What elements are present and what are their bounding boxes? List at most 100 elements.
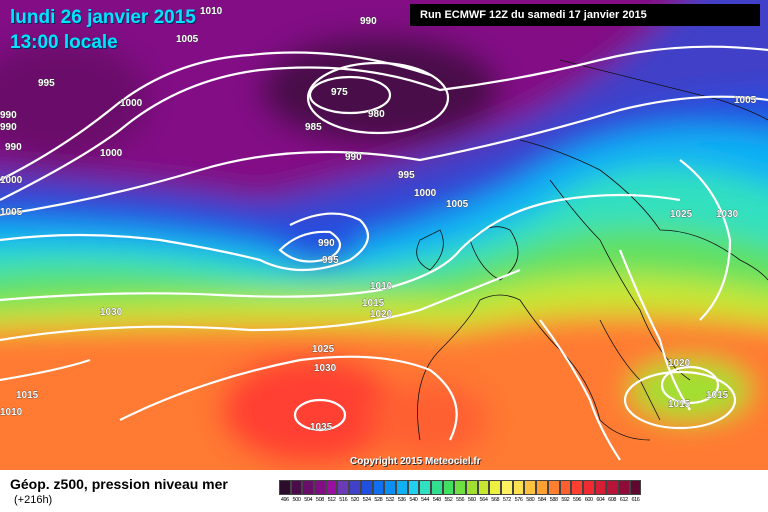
scale-cell: 520 <box>349 480 361 508</box>
scale-swatch <box>279 480 291 495</box>
scale-swatch <box>571 480 583 495</box>
scale-swatch <box>384 480 396 495</box>
isobar-label: 995 <box>38 78 55 89</box>
forecast-lead-time: (+216h) <box>14 494 53 506</box>
scale-swatch <box>349 480 361 495</box>
isobar-label: 1015 <box>706 390 729 401</box>
isobar-label: 1035 <box>310 422 333 433</box>
scale-swatch <box>372 480 385 495</box>
isobar-label: 990 <box>360 16 377 27</box>
scale-swatch <box>430 480 443 495</box>
isobar-label: 1005 <box>176 34 199 45</box>
scale-label: 528 <box>374 497 383 503</box>
scale-label: 552 <box>444 497 453 503</box>
scale-cell: 536 <box>395 480 408 508</box>
scale-cell: 528 <box>372 480 385 508</box>
isobar-label: 1030 <box>100 307 123 318</box>
scale-swatch <box>442 480 455 495</box>
scale-swatch <box>501 480 513 495</box>
scale-cell: 544 <box>419 480 431 508</box>
scale-label: 612 <box>619 497 628 503</box>
scale-cell: 532 <box>384 480 396 508</box>
scale-swatch <box>582 480 595 495</box>
scale-label: 588 <box>549 497 558 503</box>
scale-cell: 584 <box>536 480 548 508</box>
scale-label: 572 <box>502 497 511 503</box>
scale-cell: 592 <box>559 480 572 508</box>
scale-label: 508 <box>315 497 324 503</box>
scale-swatch <box>547 480 560 495</box>
scale-label: 524 <box>362 497 371 503</box>
scale-cell: 540 <box>407 480 420 508</box>
scale-cell: 596 <box>571 480 583 508</box>
scale-cell: 580 <box>524 480 537 508</box>
isobars <box>0 45 768 461</box>
isobar-label: 1000 <box>120 98 143 109</box>
scale-cell: 516 <box>337 480 350 508</box>
scale-swatch <box>594 480 607 495</box>
scale-cell: 600 <box>582 480 595 508</box>
isobar-label: 1015 <box>16 390 39 401</box>
isobar-label: 1005 <box>446 199 469 210</box>
scale-cell: 500 <box>290 480 303 508</box>
isobar-label: 995 <box>398 170 415 181</box>
scale-cell: 556 <box>454 480 466 508</box>
scale-cell: 588 <box>547 480 560 508</box>
isobar-label: 975 <box>331 87 348 98</box>
isobar-label: 1015 <box>668 399 691 410</box>
scale-cell: 560 <box>466 480 478 508</box>
scale-swatch <box>290 480 303 495</box>
scale-label: 616 <box>631 497 640 503</box>
scale-label: 496 <box>280 497 289 503</box>
scale-label: 516 <box>339 497 348 503</box>
scale-cell: 496 <box>279 480 291 508</box>
scale-label: 556 <box>456 497 465 503</box>
scale-label: 536 <box>397 497 406 503</box>
scale-label: 544 <box>421 497 430 503</box>
scale-cell: 616 <box>629 480 642 508</box>
isobar-label: 1005 <box>0 207 23 218</box>
scale-label: 600 <box>584 497 593 503</box>
scale-swatch <box>477 480 490 495</box>
isobar-label: 990 <box>5 142 22 153</box>
scale-cell: 572 <box>501 480 513 508</box>
scale-cell: 548 <box>430 480 443 508</box>
scale-swatch <box>629 480 642 495</box>
scale-cell: 568 <box>489 480 502 508</box>
isobar-label: 1015 <box>362 298 385 309</box>
scale-swatch <box>489 480 502 495</box>
scale-swatch <box>360 480 373 495</box>
scale-label: 584 <box>537 497 546 503</box>
isobar-label: 1000 <box>0 175 23 186</box>
isobar-label: 1010 <box>370 281 393 292</box>
scale-swatch <box>536 480 548 495</box>
weather-map: 1010 990 1005 995 975 980 1000 985 990 9… <box>0 0 768 470</box>
scale-label: 548 <box>432 497 441 503</box>
scale-swatch <box>617 480 630 495</box>
scale-cell: 612 <box>617 480 630 508</box>
isobar-label: 990 <box>0 110 17 121</box>
scale-label: 532 <box>386 497 395 503</box>
scale-swatch <box>466 480 478 495</box>
scale-cell: 508 <box>314 480 326 508</box>
isobar-label: 985 <box>305 122 322 133</box>
scale-swatch <box>325 480 338 495</box>
isobar-labels: 1010 990 1005 995 975 980 1000 985 990 9… <box>0 6 757 434</box>
isobar-label: 990 <box>0 122 17 133</box>
copyright-notice: Copyright 2015 Meteociel.fr <box>350 456 481 467</box>
isobar-label: 1030 <box>716 209 739 220</box>
scale-label: 500 <box>292 497 301 503</box>
scale-swatch <box>524 480 537 495</box>
scale-swatch <box>302 480 315 495</box>
isobar-label: 990 <box>345 152 362 163</box>
forecast-date: lundi 26 janvier 2015 <box>10 7 196 28</box>
isobar-label: 980 <box>368 109 385 120</box>
scale-cell: 512 <box>325 480 338 508</box>
isobar-label: 1030 <box>314 363 337 374</box>
isobar-label: 1005 <box>734 95 757 106</box>
model-run-label: Run ECMWF 12Z du samedi 17 janvier 2015 <box>410 4 760 26</box>
scale-cell: 552 <box>442 480 455 508</box>
isobar-label: 995 <box>322 255 339 266</box>
isobar-label: 990 <box>318 238 335 249</box>
scale-label: 568 <box>491 497 500 503</box>
